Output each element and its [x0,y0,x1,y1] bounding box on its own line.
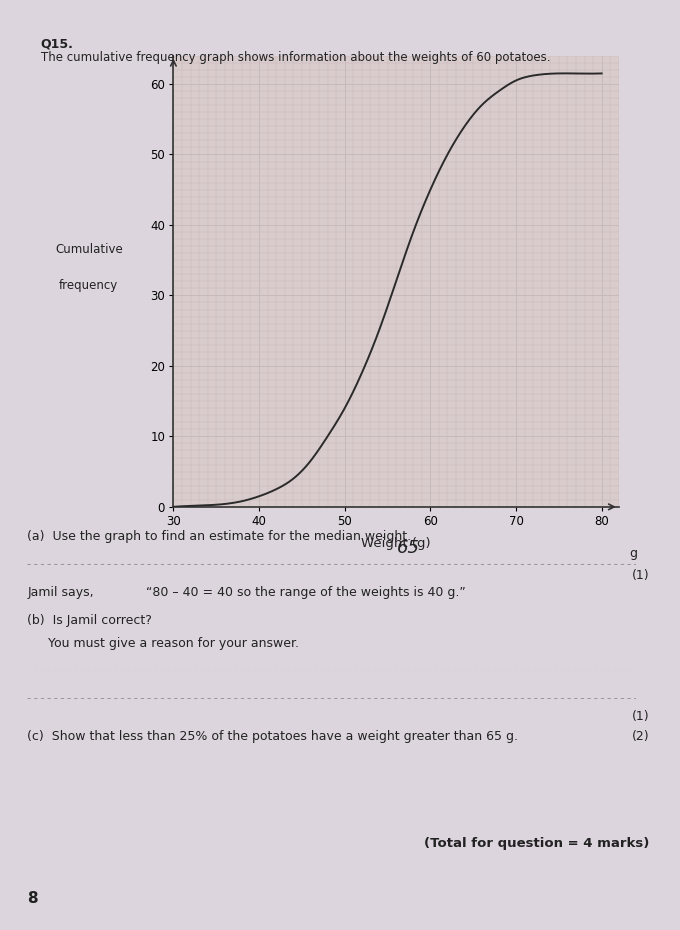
Text: Jamil says,: Jamil says, [27,586,94,599]
Text: Cumulative: Cumulative [55,244,122,257]
Text: (a)  Use the graph to find an estimate for the median weight.: (a) Use the graph to find an estimate fo… [27,530,411,543]
Text: (1): (1) [632,569,649,582]
Text: frequency: frequency [59,279,118,292]
Text: (Total for question = 4 marks): (Total for question = 4 marks) [424,837,649,850]
Text: Q15.: Q15. [41,37,73,50]
Text: 65: 65 [396,539,420,557]
Text: (2): (2) [632,730,649,743]
Text: You must give a reason for your answer.: You must give a reason for your answer. [48,637,299,650]
Text: “80 – 40 = 40 so the range of the weights is 40 g.”: “80 – 40 = 40 so the range of the weight… [146,586,466,599]
Text: The cumulative frequency graph shows information about the weights of 60 potatoe: The cumulative frequency graph shows inf… [41,51,550,64]
X-axis label: Weight (g): Weight (g) [361,537,431,550]
Text: g: g [629,547,637,560]
Text: (1): (1) [632,710,649,723]
Text: 8: 8 [27,891,38,906]
Text: (b)  Is Jamil correct?: (b) Is Jamil correct? [27,614,152,627]
Text: (c)  Show that less than 25% of the potatoes have a weight greater than 65 g.: (c) Show that less than 25% of the potat… [27,730,518,743]
